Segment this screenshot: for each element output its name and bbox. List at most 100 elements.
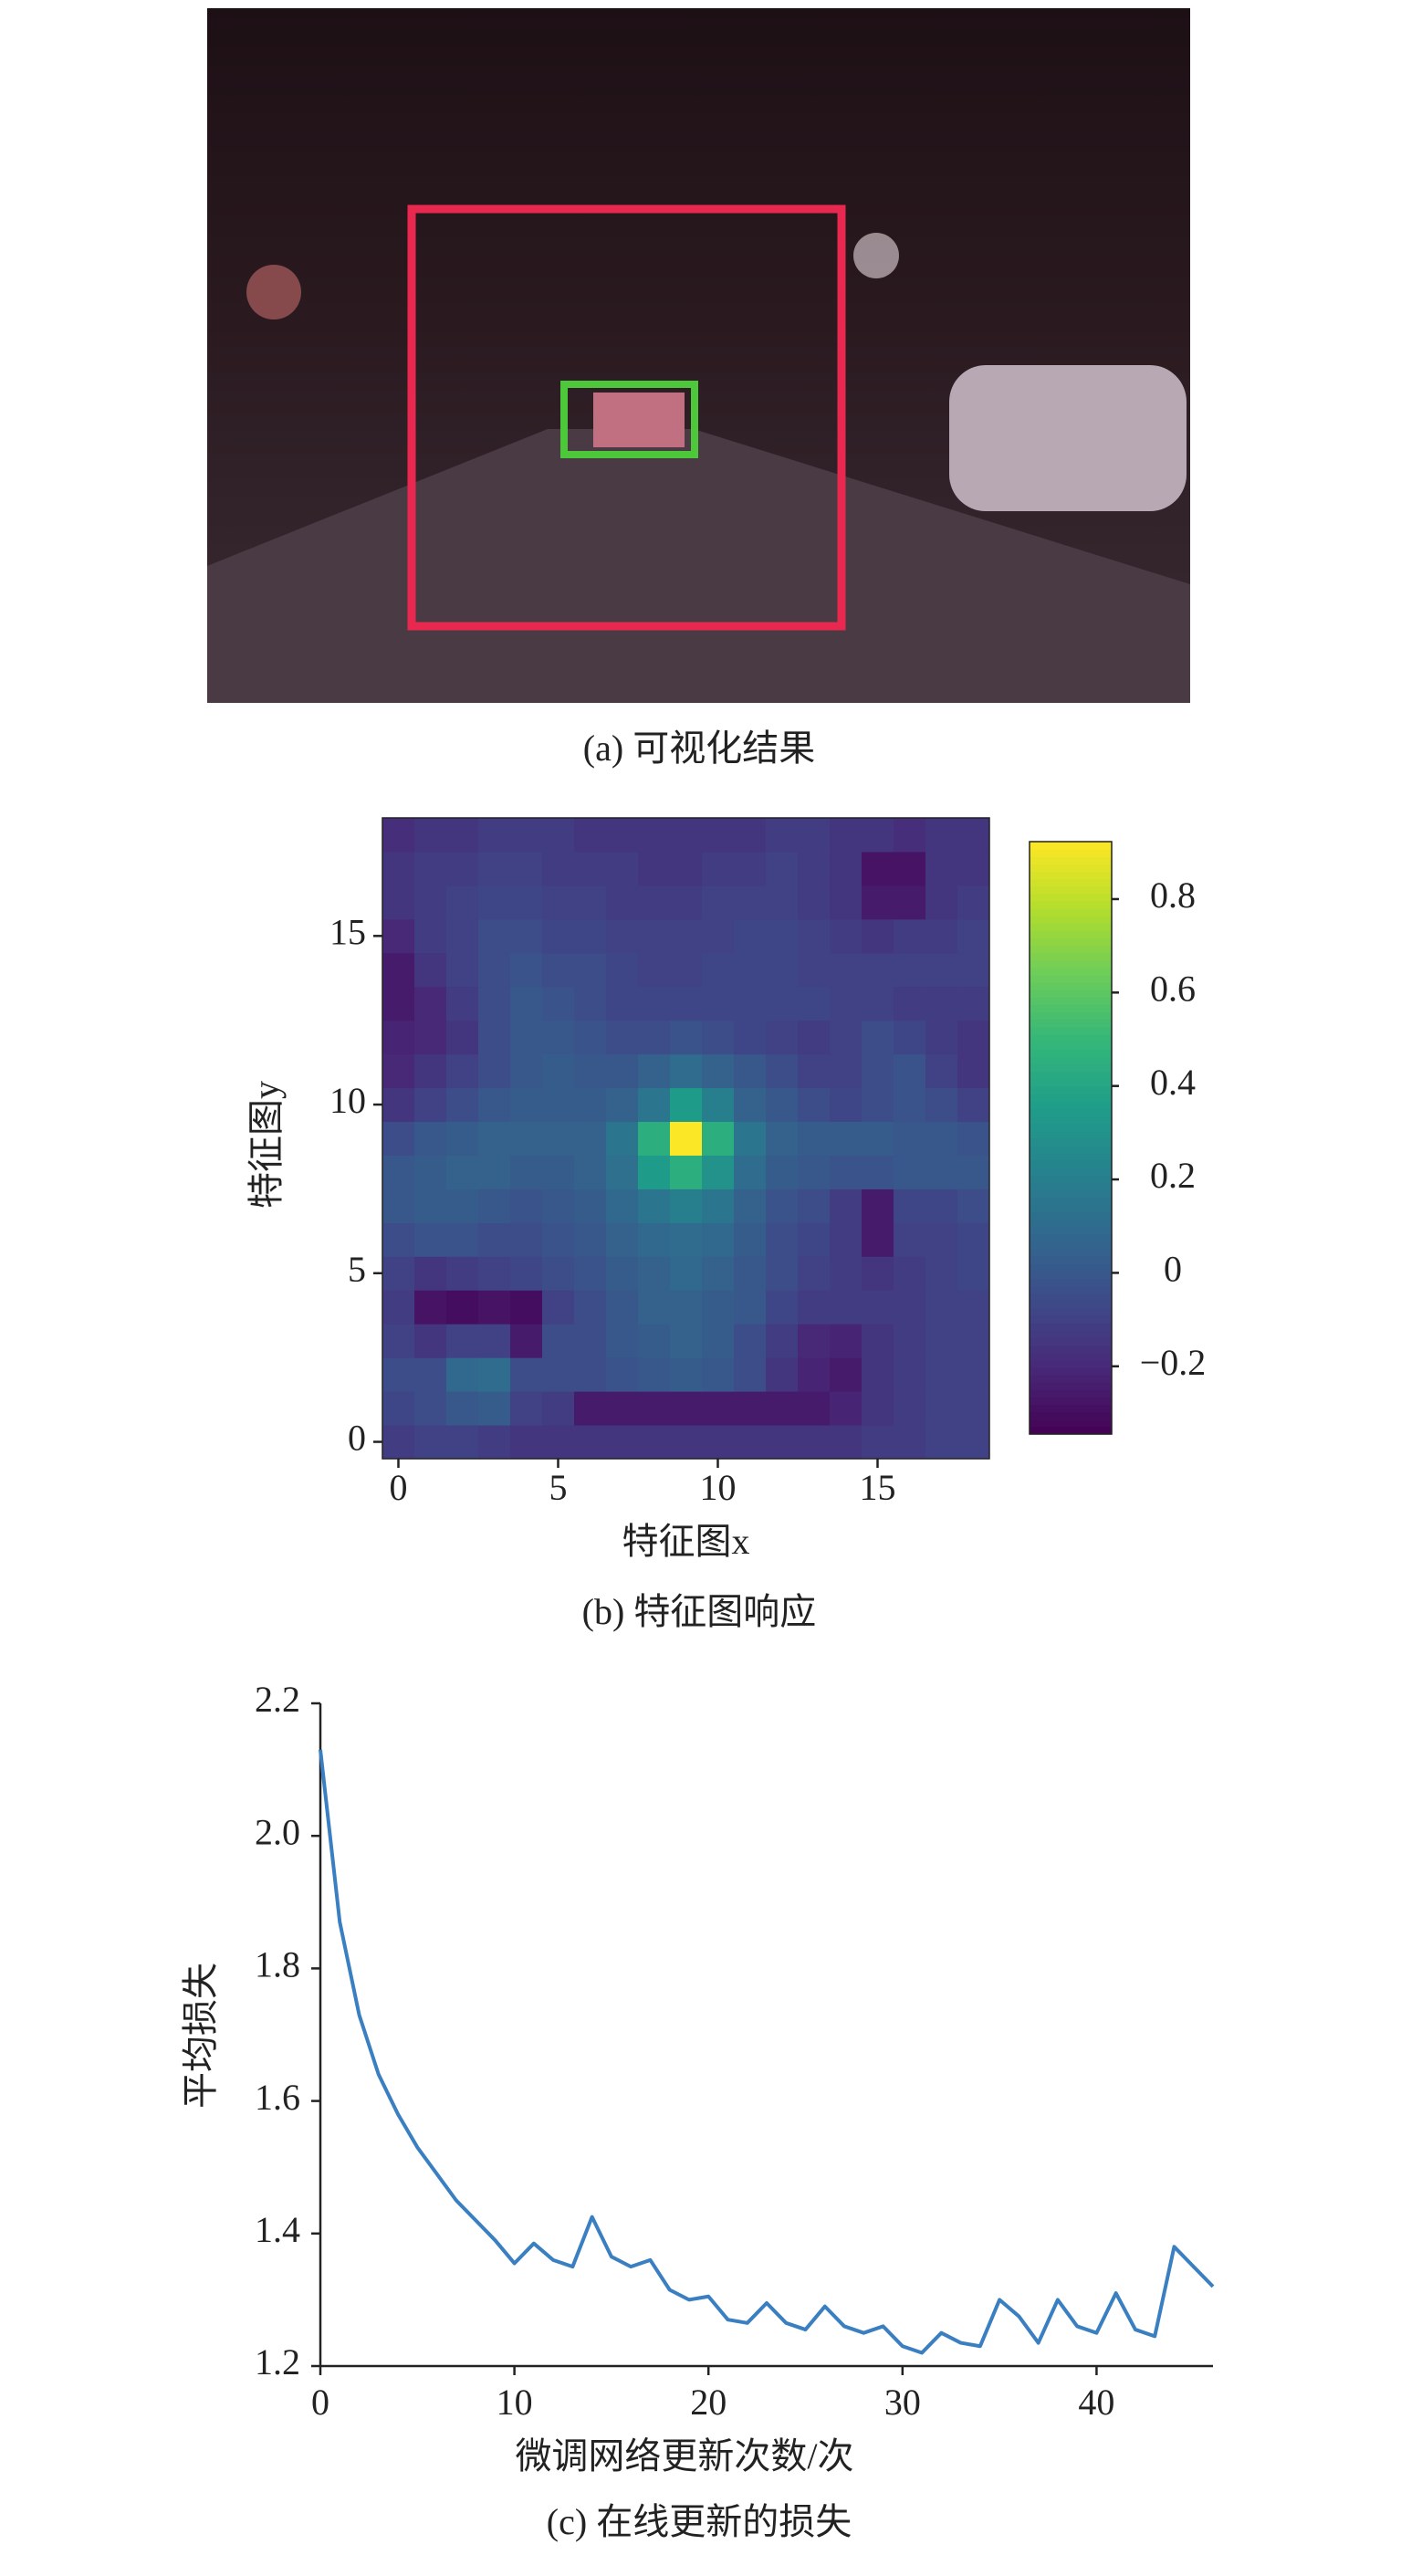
heat-cell	[702, 918, 735, 954]
y-tick-label: 2.0	[255, 1811, 300, 1852]
heat-cell	[862, 851, 894, 886]
heat-cell	[862, 1053, 894, 1089]
heat-cell	[638, 1357, 671, 1392]
heat-cell	[478, 1053, 511, 1089]
search-box	[407, 204, 846, 631]
heat-cell	[830, 818, 863, 853]
heat-cell	[478, 1290, 511, 1325]
heat-cell	[957, 851, 990, 886]
heat-cell	[606, 1256, 639, 1291]
heat-cell	[670, 885, 703, 920]
heat-cell	[798, 1053, 831, 1089]
colorbar-step	[1030, 1271, 1112, 1280]
heat-cell	[798, 1155, 831, 1189]
heat-cell	[510, 1425, 543, 1460]
heat-cell	[894, 1087, 926, 1123]
heat-cell	[414, 1053, 447, 1089]
heat-cell	[446, 1324, 479, 1358]
heat-cell	[734, 1020, 767, 1055]
y-tick-label: 10	[329, 1080, 366, 1121]
heat-cell	[638, 918, 671, 954]
heat-cell	[798, 952, 831, 988]
colorbar-step	[1030, 1345, 1112, 1354]
heat-cell	[766, 1391, 799, 1426]
colorbar-step	[1030, 1071, 1112, 1080]
colorbar-step	[1030, 1419, 1112, 1428]
heat-cell	[894, 952, 926, 988]
heat-cell	[670, 1290, 703, 1325]
heat-cell	[702, 1425, 735, 1460]
heat-cell	[830, 1256, 863, 1291]
heat-cell	[894, 1391, 926, 1426]
heat-cell	[957, 1324, 990, 1358]
colorbar-step	[1030, 1352, 1112, 1361]
colorbar-step	[1030, 1108, 1112, 1116]
heat-cell	[830, 986, 863, 1021]
heat-cell	[894, 986, 926, 1021]
colorbar-step	[1030, 878, 1112, 887]
heat-cell	[830, 885, 863, 920]
colorbar-step	[1030, 1233, 1112, 1242]
heat-cell	[446, 1189, 479, 1223]
heat-cell	[862, 952, 894, 988]
heat-cell	[862, 1324, 894, 1358]
heat-cell	[478, 885, 511, 920]
heat-cell	[734, 986, 767, 1021]
heat-cell	[670, 1020, 703, 1055]
y-tick-label: 0	[348, 1418, 366, 1459]
heat-cell	[957, 952, 990, 988]
heat-cell	[606, 952, 639, 988]
x-tick-label: 5	[549, 1467, 568, 1508]
colorbar-step	[1030, 1293, 1112, 1302]
heat-cell	[925, 1425, 958, 1460]
heat-cell	[510, 1189, 543, 1223]
heat-cell	[382, 918, 415, 954]
heat-cell	[382, 1357, 415, 1392]
heat-cell	[542, 1324, 575, 1358]
heat-cell	[478, 1324, 511, 1358]
heat-cell	[414, 1290, 447, 1325]
heat-cell	[574, 986, 607, 1021]
heat-cell	[542, 1357, 575, 1392]
heat-cell	[574, 918, 607, 954]
heat-cell	[925, 918, 958, 954]
heat-cell	[478, 1222, 511, 1257]
heat-cell	[734, 1155, 767, 1189]
colorbar-step	[1030, 1026, 1112, 1035]
heat-cell	[606, 1020, 639, 1055]
heat-cell	[702, 1087, 735, 1123]
photo	[207, 8, 1190, 703]
x-tick-label: 10	[497, 2382, 533, 2423]
heat-cell	[574, 885, 607, 920]
caption: (a) 可视化结果	[583, 728, 815, 769]
caption: (c) 在线更新的损失	[547, 2501, 852, 2542]
heat-cell	[862, 1087, 894, 1123]
heat-cell	[382, 1020, 415, 1055]
heat-cell	[478, 1087, 511, 1123]
colorbar-step	[1030, 1249, 1112, 1257]
colorbar-step	[1030, 1145, 1112, 1154]
heat-cell	[734, 1425, 767, 1460]
colorbar-step	[1030, 1404, 1112, 1413]
heat-cell	[638, 1290, 671, 1325]
colorbar-step	[1030, 1197, 1112, 1206]
heat-cell	[957, 918, 990, 954]
heat-cell	[670, 851, 703, 886]
heat-cell	[798, 986, 831, 1021]
heat-cell	[574, 1391, 607, 1426]
heat-cell	[606, 1087, 639, 1123]
heat-cell	[478, 1391, 511, 1426]
heat-cell	[894, 918, 926, 954]
heat-cell	[510, 1222, 543, 1257]
colorbar-step	[1030, 1189, 1112, 1198]
light	[853, 233, 899, 278]
heat-cell	[414, 851, 447, 886]
heat-cell	[382, 1425, 415, 1460]
heat-cell	[414, 1121, 447, 1156]
heat-cell	[414, 1357, 447, 1392]
heat-cell	[670, 1324, 703, 1358]
colorbar-step	[1030, 900, 1112, 909]
heat-cell	[702, 1290, 735, 1325]
heat-cell	[670, 1121, 703, 1156]
